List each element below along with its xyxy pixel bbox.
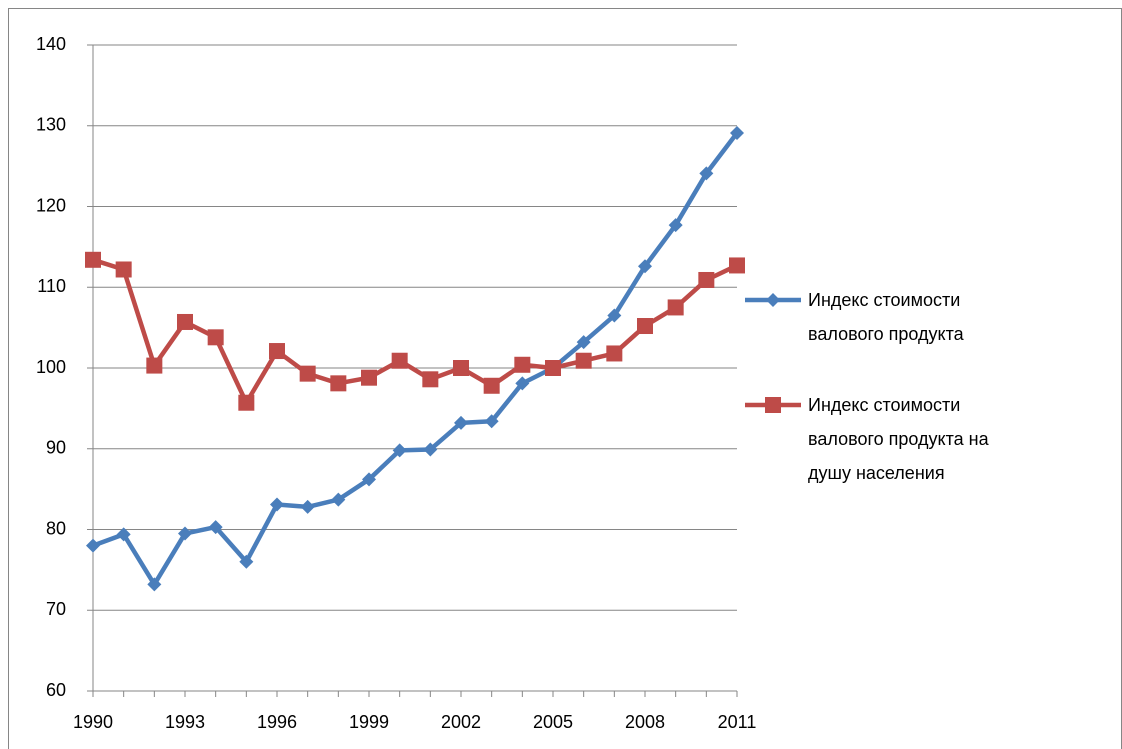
data-point <box>147 577 162 592</box>
data-point <box>668 218 683 233</box>
x-tick-label: 2008 <box>625 712 665 732</box>
data-point <box>362 472 376 487</box>
data-point <box>483 377 500 394</box>
data-point <box>330 375 347 392</box>
data-point <box>637 318 653 335</box>
data-point <box>238 394 255 411</box>
data-point <box>392 443 407 458</box>
data-point <box>146 357 163 374</box>
data-point <box>729 257 745 274</box>
data-point <box>638 259 652 274</box>
y-tick-label: 90 <box>46 438 66 458</box>
y-tick-label: 130 <box>36 115 66 135</box>
data-point <box>576 335 591 350</box>
data-point <box>391 352 408 369</box>
y-tick-label: 60 <box>46 680 66 700</box>
x-tick-label: 1993 <box>165 712 205 732</box>
data-point <box>484 414 499 429</box>
y-tick-label: 70 <box>46 599 66 619</box>
data-point <box>454 415 468 430</box>
series-line <box>92 257 738 405</box>
data-point <box>300 499 315 514</box>
data-point <box>178 526 192 541</box>
data-point <box>423 442 438 457</box>
legend-label: Индекс стоимости валового продукта <box>808 290 964 344</box>
data-point <box>207 329 224 346</box>
data-point <box>422 371 439 388</box>
data-point <box>299 365 316 382</box>
y-tick-label: 120 <box>36 195 66 215</box>
data-point <box>361 369 377 386</box>
x-tick-label: 2002 <box>441 712 481 732</box>
data-point <box>270 497 284 512</box>
data-point <box>606 345 623 362</box>
series-line <box>92 131 739 587</box>
legend-marker <box>766 293 780 307</box>
y-tick-label: 100 <box>36 357 66 377</box>
data-point <box>86 538 100 553</box>
x-tick-label: 1996 <box>257 712 297 732</box>
data-point <box>269 343 285 360</box>
x-tick-label: 2005 <box>533 712 573 732</box>
x-tick-label: 1999 <box>349 712 389 732</box>
data-point <box>115 261 132 278</box>
chart-border <box>8 8 1122 749</box>
data-point <box>730 126 744 141</box>
data-point <box>575 352 592 369</box>
data-point <box>545 360 561 376</box>
data-point <box>667 299 684 316</box>
data-point <box>331 492 346 507</box>
data-point <box>208 520 223 535</box>
legend-label: Индекс стоимости валового продукта на ду… <box>808 395 989 483</box>
data-point <box>116 527 131 542</box>
data-point <box>239 554 254 569</box>
data-point <box>698 271 715 288</box>
y-tick-label: 140 <box>36 34 66 54</box>
data-point <box>607 308 622 323</box>
y-tick-label: 110 <box>37 276 66 296</box>
data-point <box>177 313 193 330</box>
data-point <box>453 360 469 376</box>
legend-marker <box>765 397 781 413</box>
x-tick-label: 1990 <box>73 712 113 732</box>
data-point <box>515 376 530 391</box>
data-point <box>699 166 714 181</box>
x-tick-label: 2011 <box>718 712 757 732</box>
data-point <box>514 356 531 373</box>
data-point <box>85 251 101 268</box>
y-tick-label: 80 <box>46 518 66 538</box>
